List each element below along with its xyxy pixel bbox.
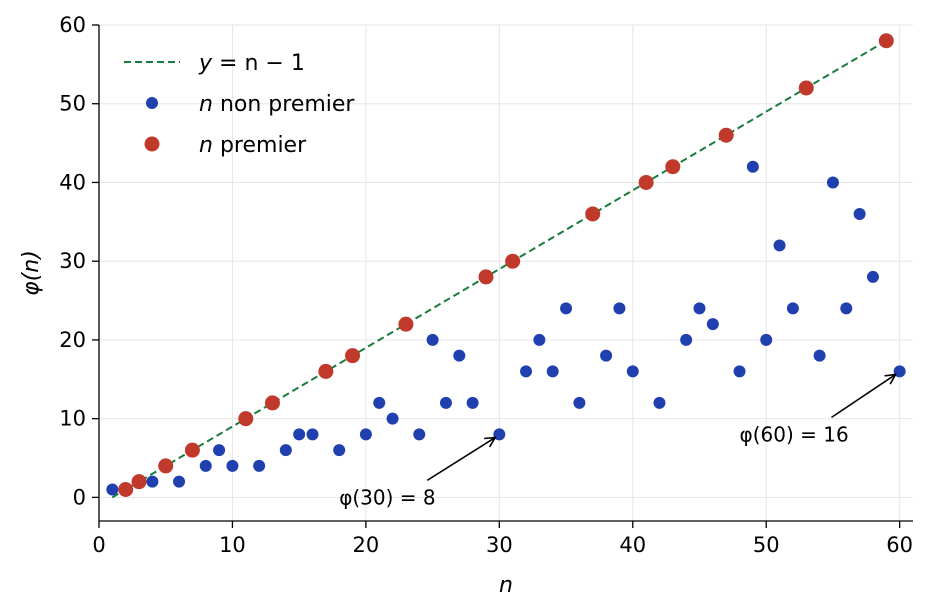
nonprime-point bbox=[279, 444, 292, 457]
nonprime-point bbox=[373, 396, 386, 409]
annotation-arrow bbox=[831, 374, 896, 419]
nonprime-point bbox=[333, 444, 346, 457]
prime-point bbox=[798, 80, 814, 96]
nonprime-point bbox=[826, 176, 839, 189]
x-tick-label: 0 bbox=[92, 533, 105, 557]
y-tick-label: 60 bbox=[59, 13, 86, 37]
nonprime-point bbox=[106, 483, 119, 496]
legend-variable: n bbox=[199, 133, 213, 158]
prime-point bbox=[665, 159, 681, 175]
nonprime-point bbox=[493, 428, 506, 441]
nonprime-point bbox=[520, 365, 533, 378]
nonprime-point bbox=[533, 333, 546, 346]
legend-text: non premier bbox=[213, 92, 355, 117]
nonprime-point bbox=[226, 459, 239, 472]
nonprime-point bbox=[573, 396, 586, 409]
nonprime-point bbox=[746, 160, 759, 173]
nonprime-point bbox=[213, 444, 226, 457]
nonprime-point bbox=[706, 318, 719, 331]
nonprime-point bbox=[866, 270, 879, 283]
x-tick-label: 20 bbox=[353, 533, 380, 557]
nonprime-point bbox=[253, 459, 266, 472]
nonprime-point bbox=[359, 428, 372, 441]
x-tick-label: 60 bbox=[886, 533, 913, 557]
nonprime-point bbox=[173, 475, 186, 488]
x-tick-label: 10 bbox=[219, 533, 246, 557]
legend-variable: n bbox=[199, 92, 213, 117]
x-axis-label: n bbox=[499, 573, 513, 598]
nonprime-point bbox=[306, 428, 319, 441]
legend-text: premier bbox=[213, 133, 307, 158]
y-tick-label: 0 bbox=[73, 485, 86, 509]
nonprime-point bbox=[760, 333, 773, 346]
axes: 0 10 20 30 40 50 60 0 10 20 30 40 50 60 bbox=[59, 13, 913, 557]
legend-text: = n − 1 bbox=[212, 51, 305, 76]
nonprime-point bbox=[199, 459, 212, 472]
x-tick-label: 50 bbox=[753, 533, 780, 557]
annotation-label: φ(60) = 16 bbox=[740, 422, 849, 446]
y-tick-label: 10 bbox=[59, 407, 86, 431]
nonprime-point bbox=[386, 412, 399, 425]
prime-point bbox=[398, 316, 414, 332]
nonprime-point bbox=[893, 365, 906, 378]
prime-point bbox=[131, 474, 147, 490]
y-tick-label: 40 bbox=[59, 170, 86, 194]
annotation-label: φ(30) = 8 bbox=[339, 485, 435, 509]
y-tick-label: 30 bbox=[59, 249, 86, 273]
nonprime-point bbox=[600, 349, 613, 362]
prime-point bbox=[505, 253, 521, 269]
prime-point bbox=[238, 411, 254, 427]
nonprime-point bbox=[146, 475, 159, 488]
prime-point bbox=[118, 482, 134, 498]
legend-variable: y bbox=[198, 51, 213, 76]
nonprime-point bbox=[613, 302, 626, 315]
prime-point bbox=[638, 174, 654, 190]
legend-entry-label: n non premier bbox=[199, 92, 355, 117]
x-tick-label: 30 bbox=[486, 533, 513, 557]
prime-point bbox=[264, 395, 280, 411]
prime-point bbox=[158, 458, 174, 474]
legend-entry-label: n premier bbox=[199, 133, 307, 158]
legend-marker-swatch bbox=[146, 97, 158, 109]
grid bbox=[98, 24, 913, 521]
nonprime-point bbox=[773, 239, 786, 252]
nonprime-point bbox=[466, 396, 479, 409]
nonprime-point bbox=[813, 349, 826, 362]
y-axis-label: φ(n) bbox=[19, 250, 44, 296]
legend-entry-label: y = n − 1 bbox=[198, 51, 305, 76]
nonprime-point bbox=[853, 207, 866, 220]
nonprime-point bbox=[439, 396, 452, 409]
nonprime-point bbox=[693, 302, 706, 315]
nonprime-point bbox=[653, 396, 666, 409]
legend-marker-swatch bbox=[144, 136, 160, 152]
prime-point bbox=[318, 363, 334, 379]
x-tick-label: 40 bbox=[619, 533, 646, 557]
nonprime-point bbox=[546, 365, 559, 378]
prime-point bbox=[718, 127, 734, 143]
y-tick-label: 50 bbox=[59, 92, 86, 116]
nonprime-point bbox=[413, 428, 426, 441]
nonprime-point bbox=[840, 302, 853, 315]
nonprime-point bbox=[733, 365, 746, 378]
annotation-arrow bbox=[426, 437, 495, 482]
prime-point bbox=[878, 33, 894, 49]
prime-point bbox=[345, 348, 361, 364]
nonprime-point bbox=[293, 428, 306, 441]
prime-point bbox=[478, 269, 494, 285]
prime-point bbox=[585, 206, 601, 222]
y-tick-label: 20 bbox=[59, 328, 86, 352]
nonprime-point bbox=[426, 333, 439, 346]
plot-area bbox=[106, 33, 906, 499]
nonprime-point bbox=[560, 302, 573, 315]
nonprime-point bbox=[680, 333, 693, 346]
annotations: φ(30) = 8 φ(60) = 16 bbox=[339, 374, 895, 509]
prime-point bbox=[184, 442, 200, 458]
nonprime-point bbox=[626, 365, 639, 378]
nonprime-point bbox=[786, 302, 799, 315]
nonprime-point bbox=[453, 349, 466, 362]
